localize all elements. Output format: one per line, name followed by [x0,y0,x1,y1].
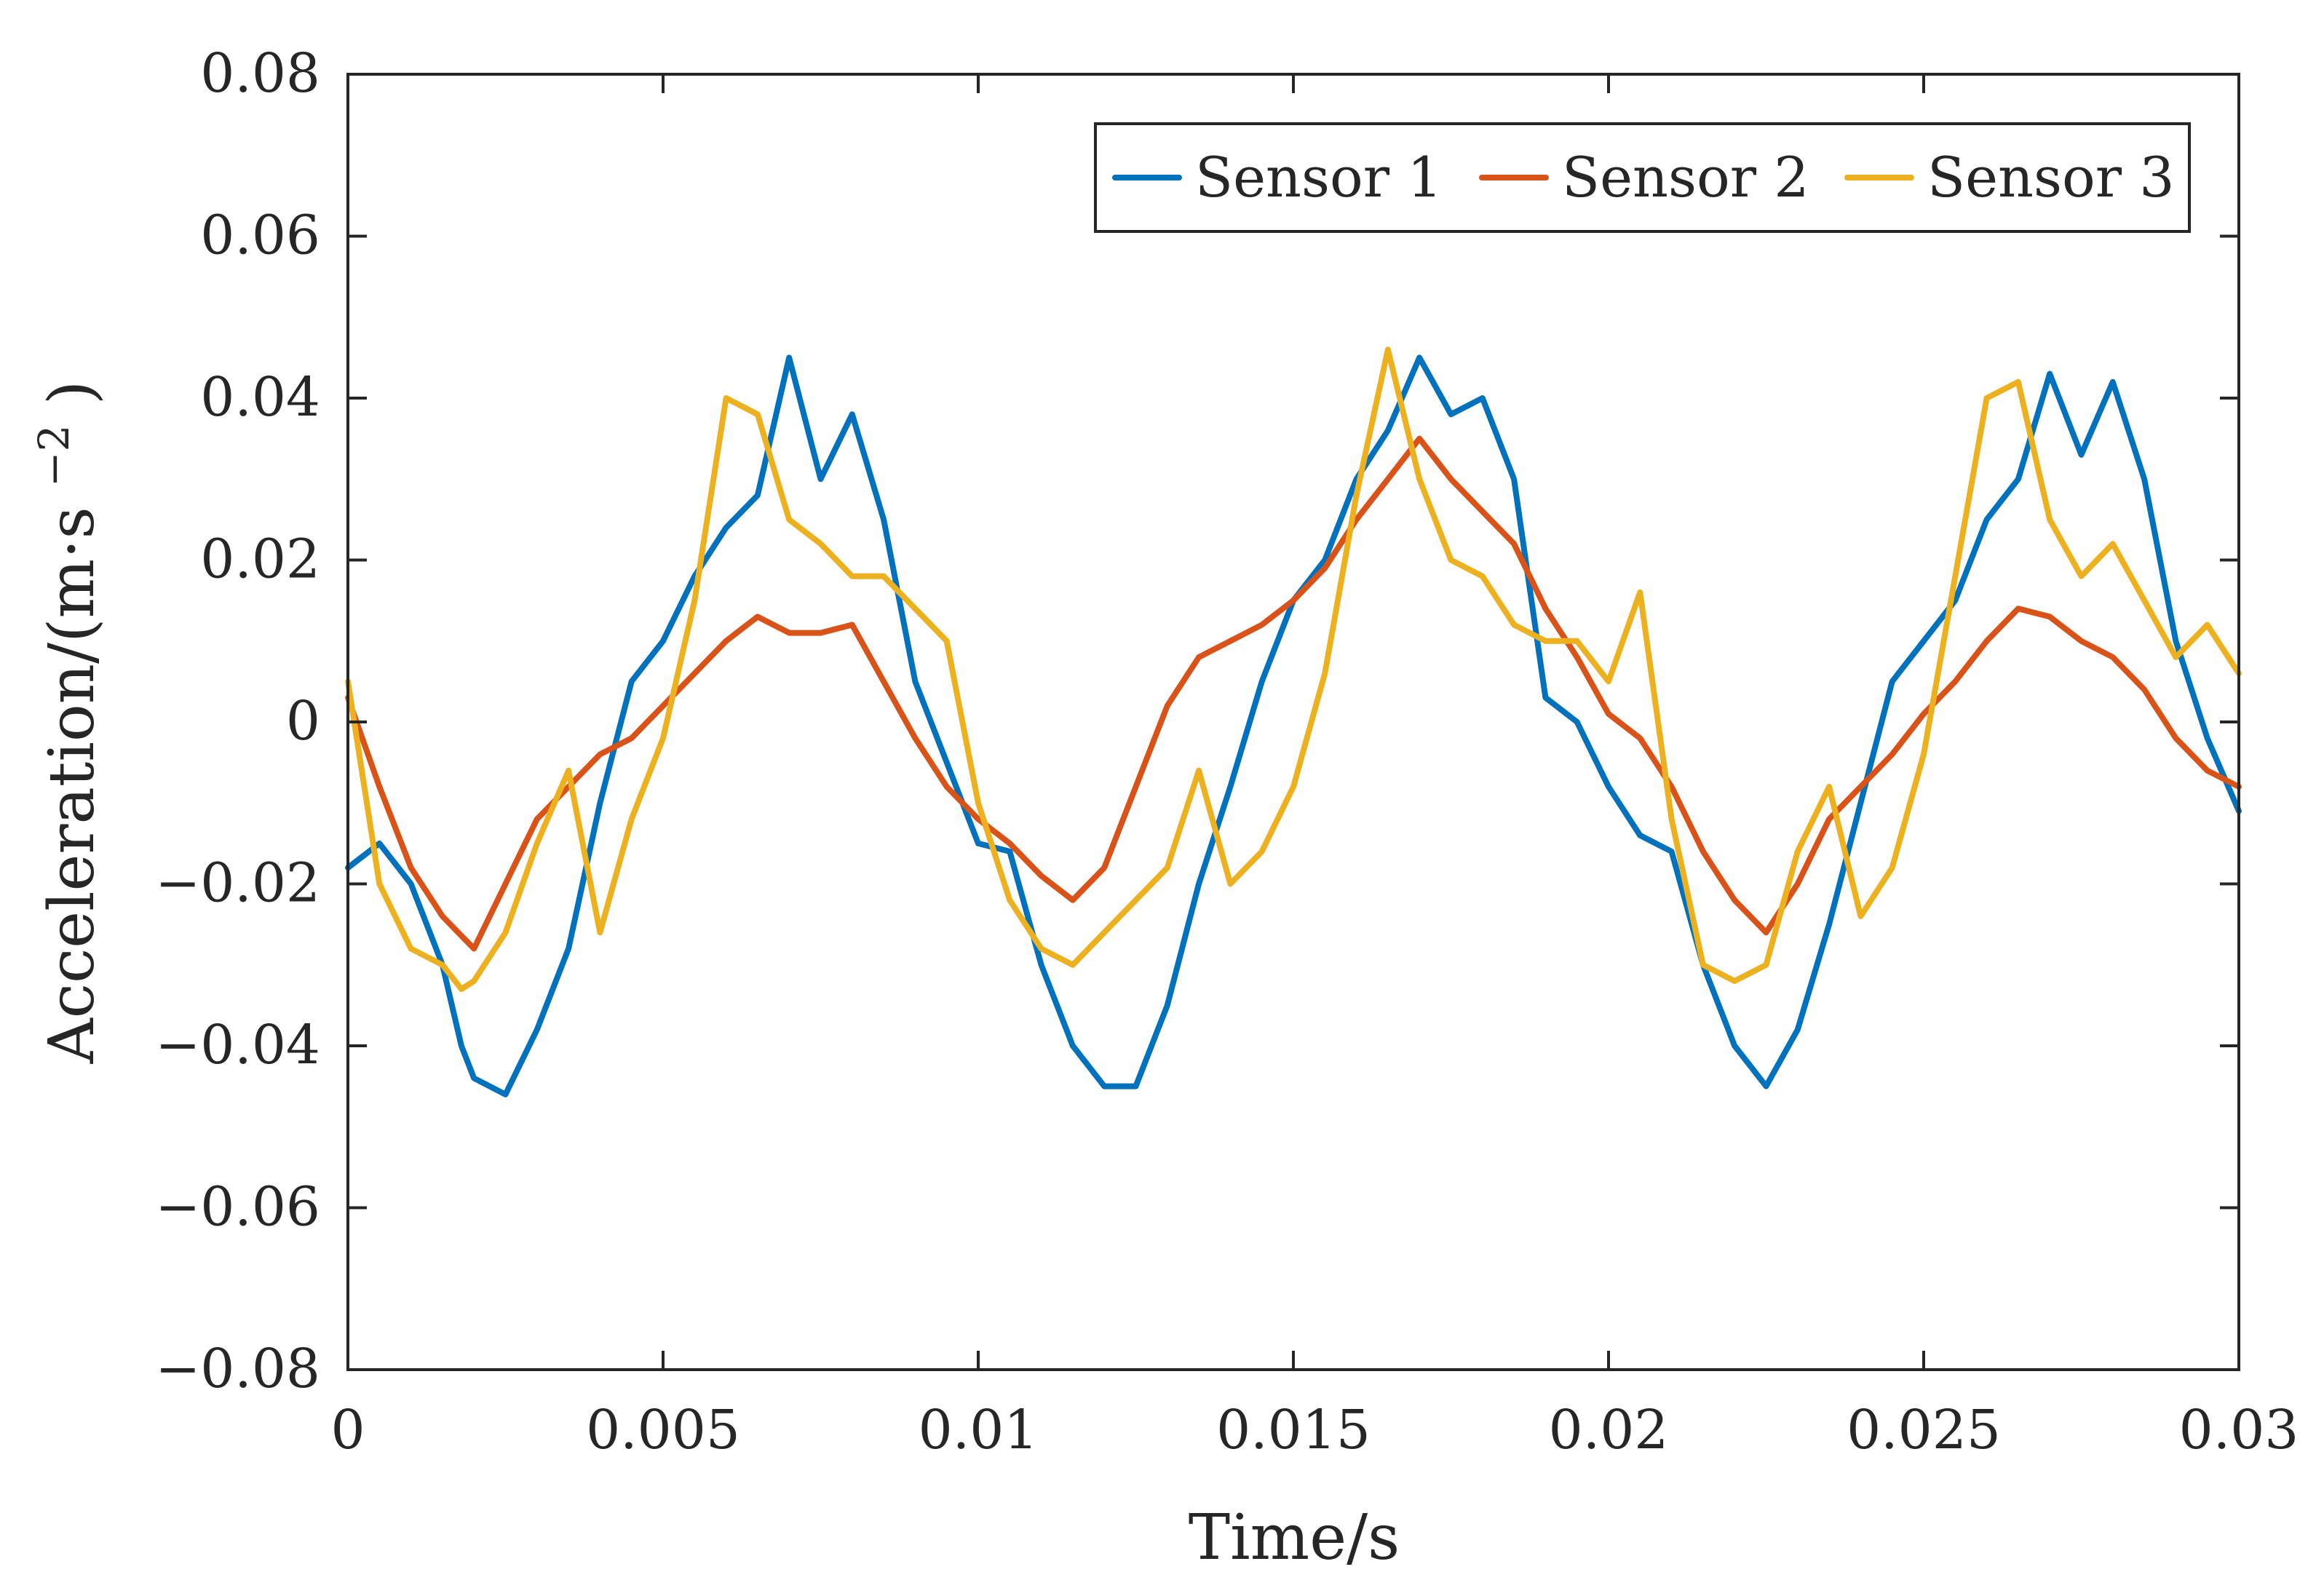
y-axis-label: Acceleration/(m·s −2 ) [29,381,108,1065]
y-tick-label: −0.04 [155,1014,320,1076]
series-line-sensor-3 [345,346,2242,993]
series-line-sensor-1 [345,354,2242,1097]
x-tick-label: 0.02 [1549,1399,1669,1461]
y-tick-label: −0.06 [155,1176,320,1239]
axes-layer: 0 0.005 0.01 0.015 0.02 0.025 0.03 −0.08 −0.06 −0… [155,42,2299,1461]
y-tick-label: 0 [286,690,320,753]
y-tick-label: 0.08 [200,42,320,105]
plot-area [345,346,2242,1097]
y-tick-label: −0.08 [155,1338,320,1400]
x-tick-label: 0.005 [586,1399,740,1461]
y-axis-label-power: −2 [29,425,79,488]
x-axis-label: Time/s [1189,1501,1400,1574]
legend: Sensor 1 Sensor 2 Sensor 3 [1094,122,2191,233]
legend-label-sensor-1: Sensor 1 [1195,145,1443,210]
series-line-sensor-2 [345,435,2242,952]
y-tick-label: 0.04 [200,366,320,429]
x-tick-label: 0.01 [919,1399,1039,1461]
y-axis-label-main: Acceleration/(m·s [36,507,108,1064]
y-tick-label: −0.02 [155,852,320,915]
x-tick-label: 0.03 [2179,1399,2299,1461]
x-tick-label: 0.015 [1216,1399,1371,1461]
y-tick-label: 0.06 [200,205,320,267]
legend-label-sensor-2: Sensor 2 [1562,145,1809,210]
y-axis-label-close: ) [36,381,108,405]
x-tick-label: 0.025 [1847,1399,2001,1461]
legend-label-sensor-3: Sensor 3 [1927,145,2175,210]
legend-box [1094,122,2191,233]
x-tick-label: 0 [330,1399,365,1461]
y-tick-label: 0.02 [200,528,320,591]
